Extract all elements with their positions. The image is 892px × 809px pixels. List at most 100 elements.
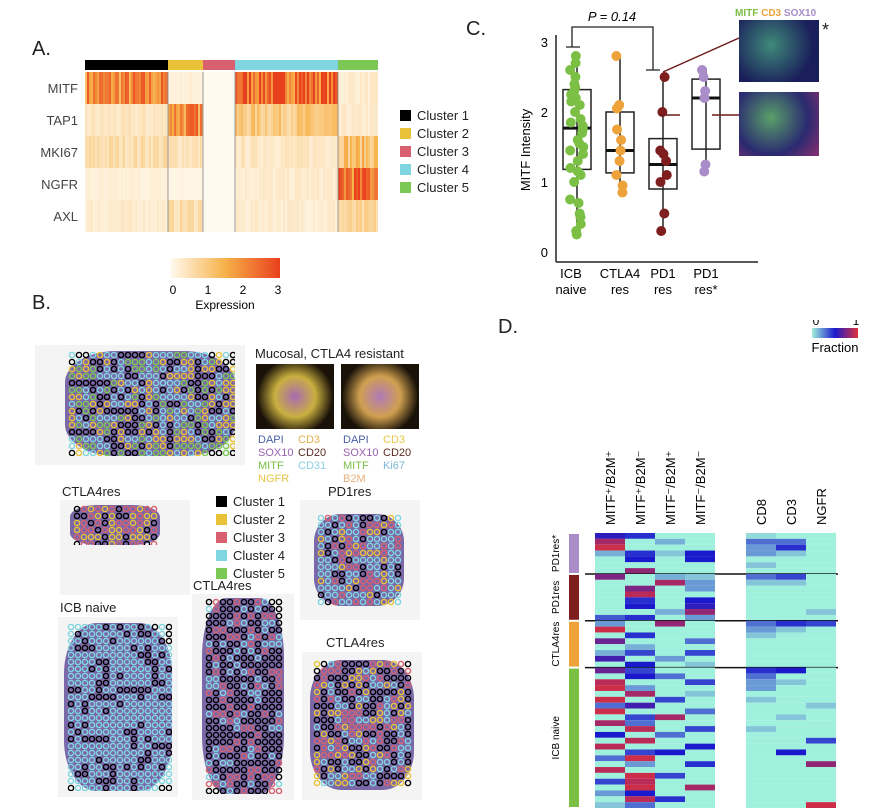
heatmap-cell bbox=[746, 544, 776, 551]
spot bbox=[222, 365, 230, 373]
spot bbox=[144, 658, 152, 666]
heatmap-cell bbox=[217, 104, 219, 136]
heatmap-cell bbox=[217, 168, 219, 200]
heatmap-cell bbox=[227, 72, 229, 104]
spot bbox=[404, 744, 412, 752]
spot bbox=[222, 442, 230, 450]
heatmap-cell bbox=[285, 168, 287, 200]
spot bbox=[320, 758, 328, 766]
spot bbox=[117, 435, 125, 443]
spot bbox=[376, 709, 384, 717]
spot bbox=[226, 696, 234, 704]
spot bbox=[331, 514, 339, 522]
heatmap-cell bbox=[249, 136, 251, 168]
heatmap-cell bbox=[159, 72, 161, 104]
spot bbox=[338, 521, 346, 529]
heatmap-cell bbox=[776, 784, 806, 791]
spot bbox=[180, 407, 188, 415]
heatmap-cell bbox=[340, 104, 342, 136]
heatmap-cell bbox=[281, 168, 283, 200]
spot bbox=[67, 714, 75, 722]
spot bbox=[158, 742, 166, 750]
heatmap-cell bbox=[776, 568, 806, 574]
heatmap-cell bbox=[776, 644, 806, 651]
heatmap-cell bbox=[301, 104, 303, 136]
spot bbox=[261, 696, 269, 704]
heatmap-cell bbox=[221, 72, 223, 104]
heatmap-cell bbox=[133, 168, 135, 200]
spot bbox=[226, 654, 234, 662]
spot bbox=[254, 640, 262, 648]
spot bbox=[362, 730, 370, 738]
group-bar bbox=[569, 621, 579, 667]
spot bbox=[151, 777, 159, 785]
heatmap-cell bbox=[223, 200, 225, 232]
spot bbox=[254, 619, 262, 627]
heatmap-cell bbox=[327, 136, 329, 168]
spot bbox=[268, 766, 276, 774]
spot bbox=[95, 651, 103, 659]
heatmap-cell bbox=[155, 72, 157, 104]
heatmap-cell bbox=[99, 136, 101, 168]
spot bbox=[275, 766, 283, 774]
spot bbox=[268, 689, 276, 697]
spot bbox=[331, 598, 339, 606]
spot bbox=[247, 661, 255, 669]
spot bbox=[130, 777, 138, 785]
spot bbox=[324, 528, 332, 536]
spot bbox=[320, 772, 328, 780]
heatmap-cell bbox=[806, 544, 836, 551]
heatmap-cell bbox=[625, 544, 655, 551]
heatmap-cell bbox=[133, 104, 135, 136]
spot bbox=[67, 630, 75, 638]
spot bbox=[275, 752, 283, 760]
marker-label: NGFR bbox=[258, 473, 290, 485]
heatmap-cell bbox=[182, 200, 184, 232]
spot bbox=[226, 675, 234, 683]
spot bbox=[109, 651, 117, 659]
spot bbox=[205, 710, 213, 718]
spot bbox=[103, 393, 111, 401]
heatmap-cell bbox=[281, 104, 283, 136]
spot bbox=[352, 556, 360, 564]
heatmap-cell bbox=[625, 655, 655, 662]
spot bbox=[219, 689, 227, 697]
spot bbox=[390, 702, 398, 710]
heatmap-cell bbox=[131, 200, 133, 232]
heatmap-cell bbox=[655, 650, 685, 656]
heatmap-cell bbox=[95, 72, 97, 104]
heatmap-cell bbox=[338, 168, 340, 200]
spot bbox=[109, 693, 117, 701]
heatmap-cell bbox=[192, 136, 194, 168]
spot bbox=[123, 686, 131, 694]
heatmap-cell bbox=[806, 790, 836, 797]
heatmap-cell bbox=[243, 168, 245, 200]
spot bbox=[89, 421, 97, 429]
marker-label: Ki67 bbox=[383, 460, 406, 472]
spot bbox=[362, 772, 370, 780]
spot bbox=[122, 505, 130, 513]
spot bbox=[151, 742, 159, 750]
spot bbox=[137, 644, 145, 652]
heatmap-cell bbox=[95, 200, 97, 232]
spot bbox=[268, 780, 276, 788]
spot bbox=[313, 737, 321, 745]
spot bbox=[123, 651, 131, 659]
spot bbox=[254, 766, 262, 774]
heatmap-cell bbox=[746, 690, 776, 697]
spot bbox=[222, 379, 230, 387]
heatmap-cell bbox=[360, 136, 362, 168]
heatmap-cell bbox=[344, 72, 346, 104]
heatmap-cell bbox=[157, 104, 159, 136]
heatmap-cell bbox=[271, 104, 273, 136]
spot bbox=[254, 612, 262, 620]
spot bbox=[376, 765, 384, 773]
spot bbox=[254, 696, 262, 704]
spot bbox=[212, 766, 220, 774]
heatmap-cell bbox=[263, 136, 265, 168]
heatmap-cell bbox=[376, 200, 378, 232]
heatmap-cell bbox=[289, 72, 291, 104]
section-label: CTLA4res bbox=[326, 635, 385, 650]
tissue-section-top bbox=[35, 345, 245, 465]
spot bbox=[233, 780, 241, 788]
